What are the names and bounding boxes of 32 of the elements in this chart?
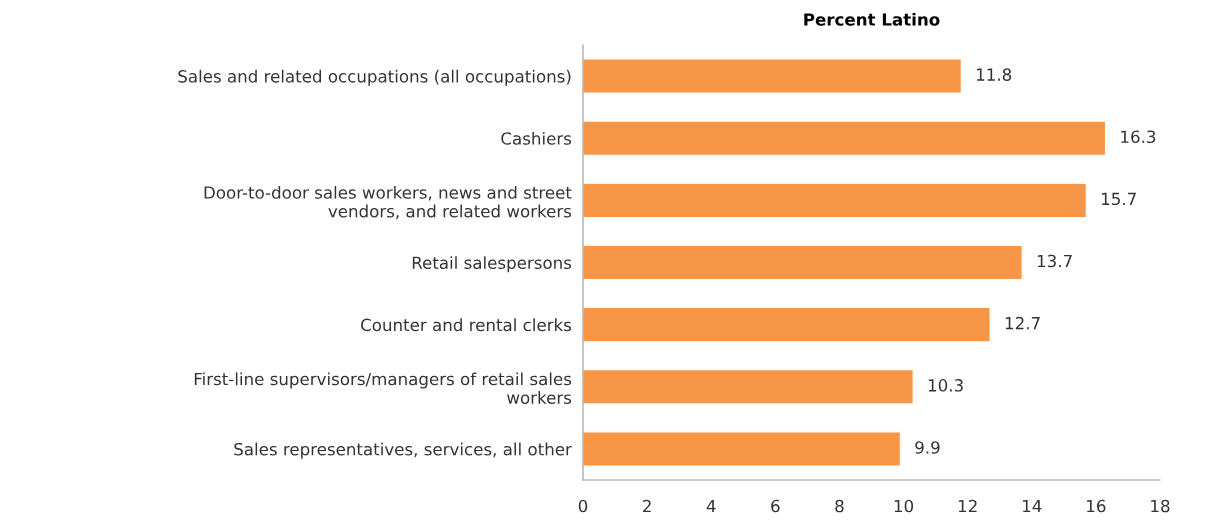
x-tick-label: 8 [835,499,844,513]
y-tick-label: Retail salespersons [412,256,572,273]
x-tick-label: 18 [1151,499,1170,513]
x-tick-label: 0 [578,499,588,513]
x-tick-label: 10 [894,499,914,513]
bar [583,369,914,405]
y-tick-label: Sales representatives, services, all other [234,442,572,459]
x-tick-label: 16 [1087,499,1106,513]
bar [583,120,1107,156]
x-tick-label: 4 [706,499,716,513]
data-label: 11.8 [976,68,1012,81]
y-tick-label: Door-to-door sales workers, news and street vendors, and related workers [204,185,572,220]
data-label: 16.3 [1121,130,1156,144]
x-tick-label: 2 [643,499,651,513]
chart-title: Percent Latino [804,12,940,26]
data-label: 12.7 [1005,316,1040,330]
data-label: 13.7 [1037,254,1072,268]
data-label: 9.9 [915,441,940,454]
bar [583,244,1023,281]
y-tick-label: Cashiers [501,131,572,145]
y-tick-label: Sales and related occupations (all occupations) [178,69,571,86]
x-tick-label: 12 [958,499,977,513]
data-label: 15.7 [1101,192,1136,206]
bar [583,431,901,467]
y-tick-label: Counter and rental clerks [361,318,572,332]
bar [583,306,991,343]
bar [583,182,1087,219]
bar [583,58,962,94]
x-tick-label: 6 [771,499,780,513]
x-tick-label: 14 [1023,499,1042,513]
data-label: 10.3 [928,379,963,392]
y-tick-label: First-line supervisors/managers of retail sales workers [194,372,572,404]
